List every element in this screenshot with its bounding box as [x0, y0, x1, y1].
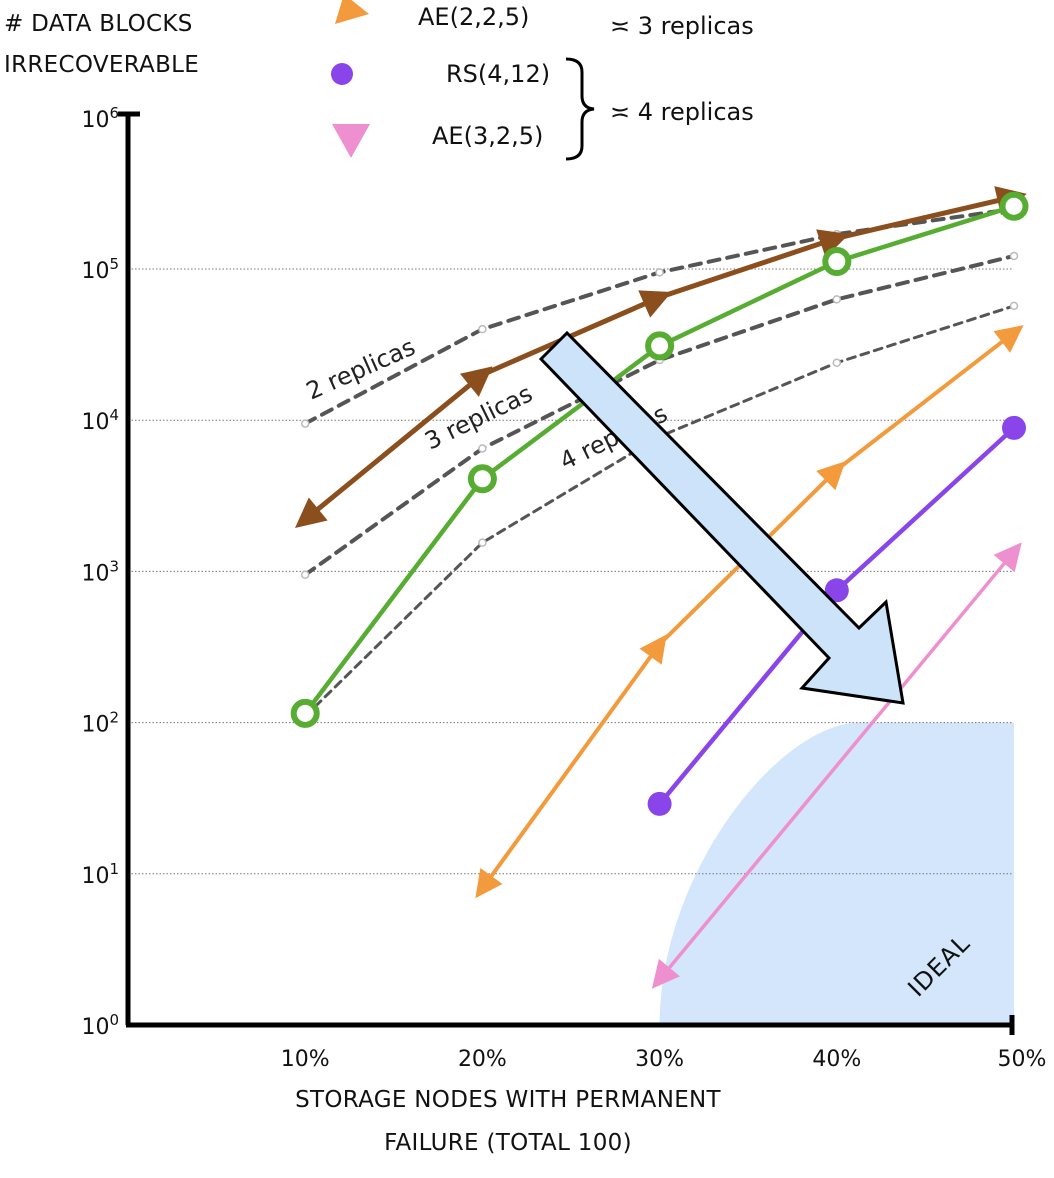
y-tick-label: 104: [81, 406, 119, 435]
x-tick-label: 50%: [998, 1047, 1047, 1072]
orange-arrowhead: [475, 867, 503, 899]
y-tick-labels: 100 101 102 103 104 105 106: [81, 104, 119, 1040]
legend-marker-ae325: [332, 124, 370, 158]
x-tick-label: 20%: [458, 1047, 507, 1072]
x-tick-label: 30%: [635, 1047, 684, 1072]
orange-arrowhead: [639, 634, 667, 665]
improvement-arrow: [538, 330, 905, 705]
y-tick-label: 103: [81, 557, 119, 586]
x-tick-label: 40%: [812, 1047, 861, 1072]
legend-label-ae225: AE(2,2,5): [418, 3, 529, 31]
pink-arrowhead: [651, 958, 680, 989]
y-tick-label: 106: [81, 104, 119, 133]
x-tick-labels: 10% 20% 30% 40% 50%: [281, 1047, 1047, 1072]
y-tick-label: 102: [81, 709, 119, 738]
green-ring-point: [822, 247, 852, 277]
x-axis-title-line1: STORAGE NODES WITH PERMANENT: [295, 1087, 721, 1113]
series-line-ae325: [658, 550, 1016, 981]
legend-marker-rs412: [331, 63, 353, 85]
legend-brace: [565, 57, 595, 161]
green-ring-point: [290, 698, 320, 728]
purple-point: [824, 578, 849, 603]
replica-point: [1009, 251, 1019, 261]
green-ring-point: [645, 331, 675, 361]
y-tick-label: 101: [81, 860, 119, 889]
brown-arrowhead: [294, 497, 328, 528]
brown-arrowhead: [638, 290, 672, 318]
series-line-3: [303, 253, 1016, 577]
x-tick-label: 10%: [281, 1047, 330, 1072]
replica-point: [478, 324, 487, 334]
green-ring-point: [467, 464, 497, 494]
ideal-region: [659, 722, 1014, 1025]
purple-point: [647, 791, 672, 816]
legend-note-3-replicas: ≍ 3 replicas: [610, 12, 754, 40]
purple-point: [1002, 415, 1026, 440]
replica-point: [300, 419, 310, 428]
replica-point: [478, 538, 487, 547]
legend-label-ae325: AE(3,2,5): [432, 122, 543, 150]
x-axis-title-line2: FAILURE (TOTAL 100): [384, 1130, 632, 1156]
brown-arrowhead: [459, 366, 493, 397]
gridlines: [128, 268, 1012, 875]
y-axis-title-line2: IRRECOVERABLE: [4, 52, 199, 78]
green-ring-point: [999, 191, 1029, 221]
replica-point: [832, 358, 842, 367]
y-tick-label: 100: [81, 1011, 119, 1040]
replica-point: [300, 570, 310, 580]
brown-arrowhead: [816, 229, 850, 258]
replica-point: [478, 444, 487, 453]
orange-arrowhead: [816, 461, 846, 491]
legend-label-rs412: RS(4,12): [446, 60, 550, 88]
pink-arrowhead: [993, 542, 1022, 573]
y-tick-label: 105: [81, 255, 119, 284]
legend-note-4-replicas: ≍ 4 replicas: [610, 98, 754, 126]
replica-point: [655, 268, 664, 277]
legend-marker-ae225: [335, 0, 369, 24]
orange-arrowhead: [993, 325, 1024, 353]
replica-point: [832, 295, 842, 304]
legend: AE(2,2,5) ≍ 3 replicas RS(4,12) AE(3,2,5…: [331, 0, 754, 161]
replica-point: [1009, 301, 1019, 311]
y-axis-title-line1: # DATA BLOCKS: [4, 11, 193, 37]
